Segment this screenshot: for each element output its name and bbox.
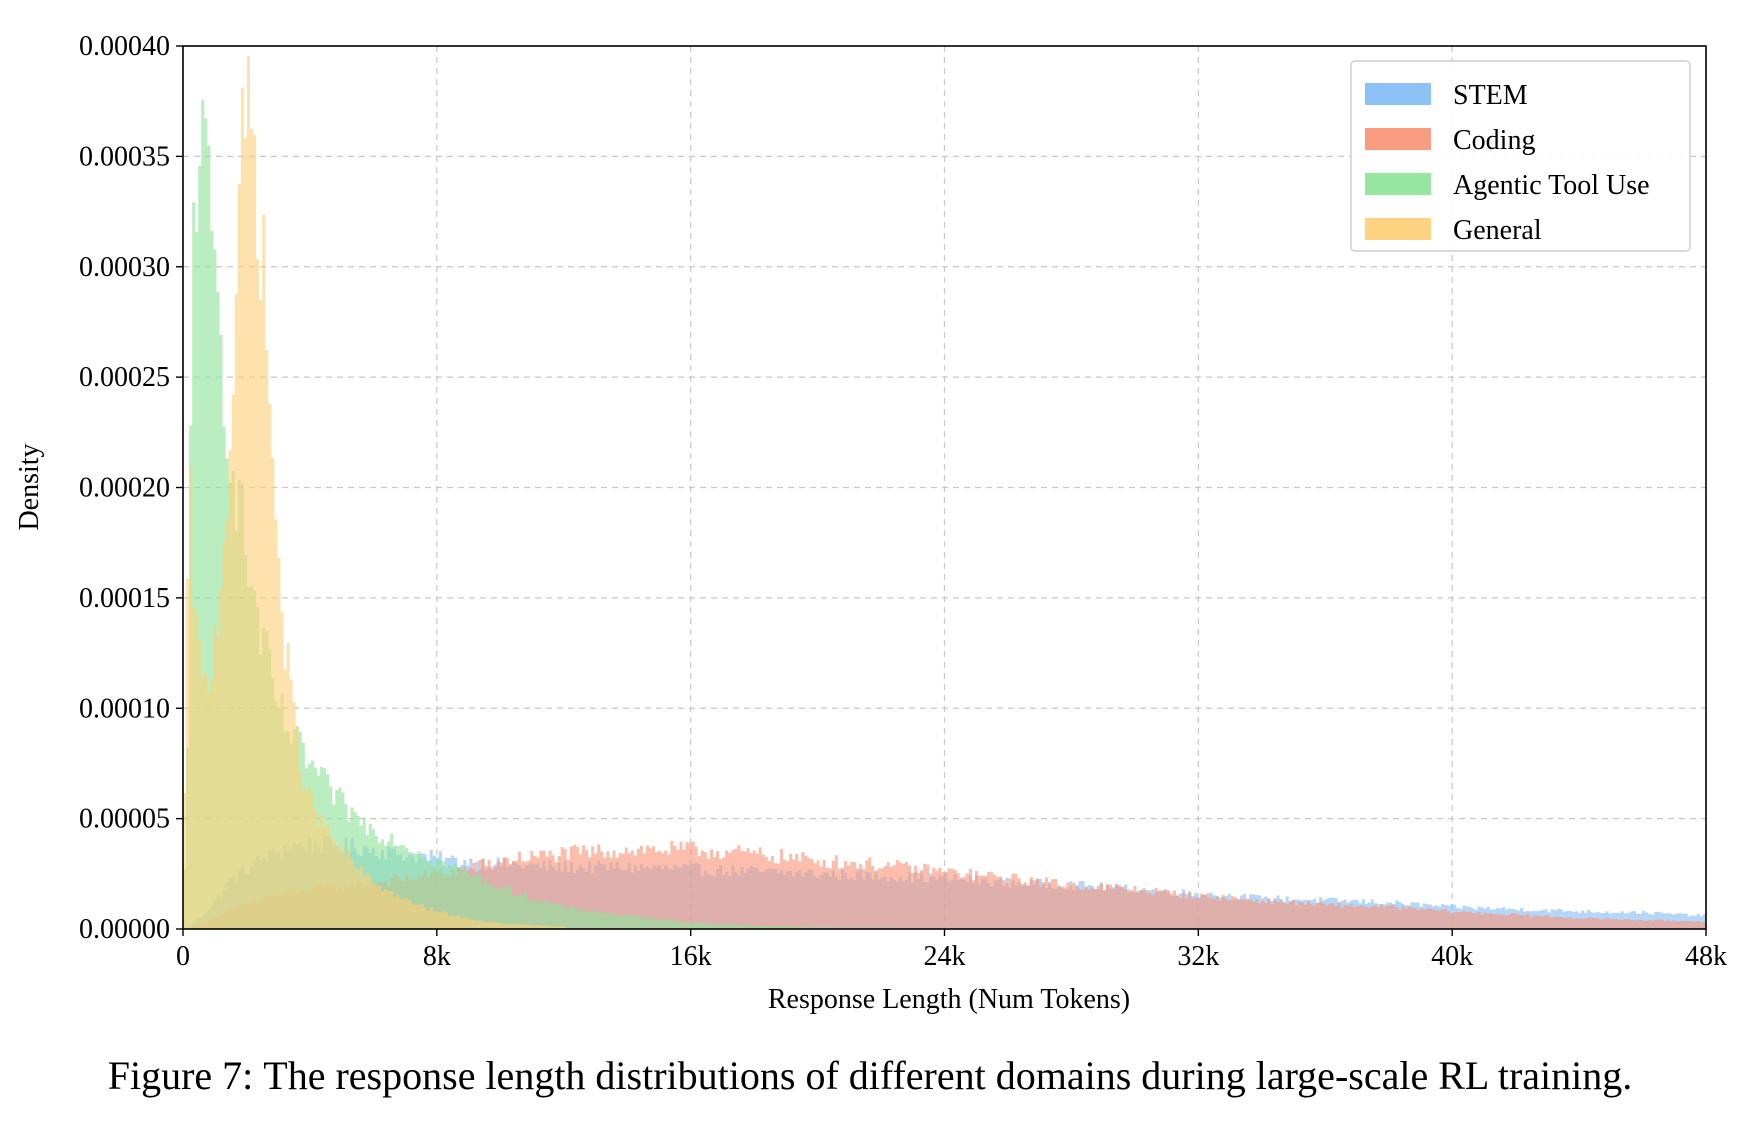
figure-caption: Figure 7: The response length distributio…: [0, 1052, 1740, 1099]
y-tick-label: 0.00030: [79, 252, 170, 283]
series-general: [183, 55, 567, 930]
x-tick-label: 48k: [1685, 941, 1727, 972]
series-agentic-tool-use: [183, 100, 1140, 930]
histogram-bars-agentic-tool-use: [183, 100, 1140, 930]
histogram-bars-general: [183, 55, 567, 930]
legend-label: STEM: [1453, 80, 1528, 111]
tick-labels: 0 8k 16k 24k 32k 40k 48k 0.00000 0.00005 0.00010 0…: [79, 31, 1727, 972]
legend-box: [1350, 60, 1691, 252]
x-axis-title: Response Length (Num Tokens): [768, 984, 1130, 1015]
y-tick-label: 0.00025: [79, 362, 170, 393]
y-tick-label: 0.00020: [79, 473, 170, 504]
x-tick-label: 32k: [1177, 941, 1219, 972]
legend-swatch-agentic-tool-use: [1365, 173, 1431, 195]
x-tick-label: 8k: [423, 941, 451, 972]
legend-swatch-coding: [1365, 128, 1431, 150]
y-tick-label: 0.00015: [79, 583, 170, 614]
x-tick-label: 40k: [1431, 941, 1473, 972]
legend-label: Agentic Tool Use: [1453, 170, 1650, 201]
legend-label: Coding: [1453, 125, 1535, 156]
caption-number: Figure 7:: [107, 1053, 254, 1098]
y-axis-title: Density: [14, 443, 45, 530]
x-tick-label: 24k: [924, 941, 966, 972]
legend: STEM Coding Agentic Tool Use General: [1350, 60, 1691, 252]
y-tick-label: 0.00000: [79, 914, 170, 945]
histogram-bars: [183, 55, 1706, 930]
y-tick-label: 0.00035: [79, 141, 170, 172]
legend-swatch-general: [1365, 218, 1431, 240]
caption-text: The response length distributions of dif…: [263, 1053, 1633, 1098]
y-tick-label: 0.00005: [79, 804, 170, 835]
x-tick-label: 16k: [670, 941, 712, 972]
histogram-chart: 0 8k 16k 24k 32k 40k 48k 0.00000 0.00005 0.00010 0…: [14, 31, 1727, 1015]
legend-swatch-stem: [1365, 83, 1431, 105]
x-tick-label: 0: [176, 941, 190, 972]
y-tick-label: 0.00040: [79, 31, 170, 62]
legend-label: General: [1453, 215, 1542, 246]
y-tick-label: 0.00010: [79, 693, 170, 724]
